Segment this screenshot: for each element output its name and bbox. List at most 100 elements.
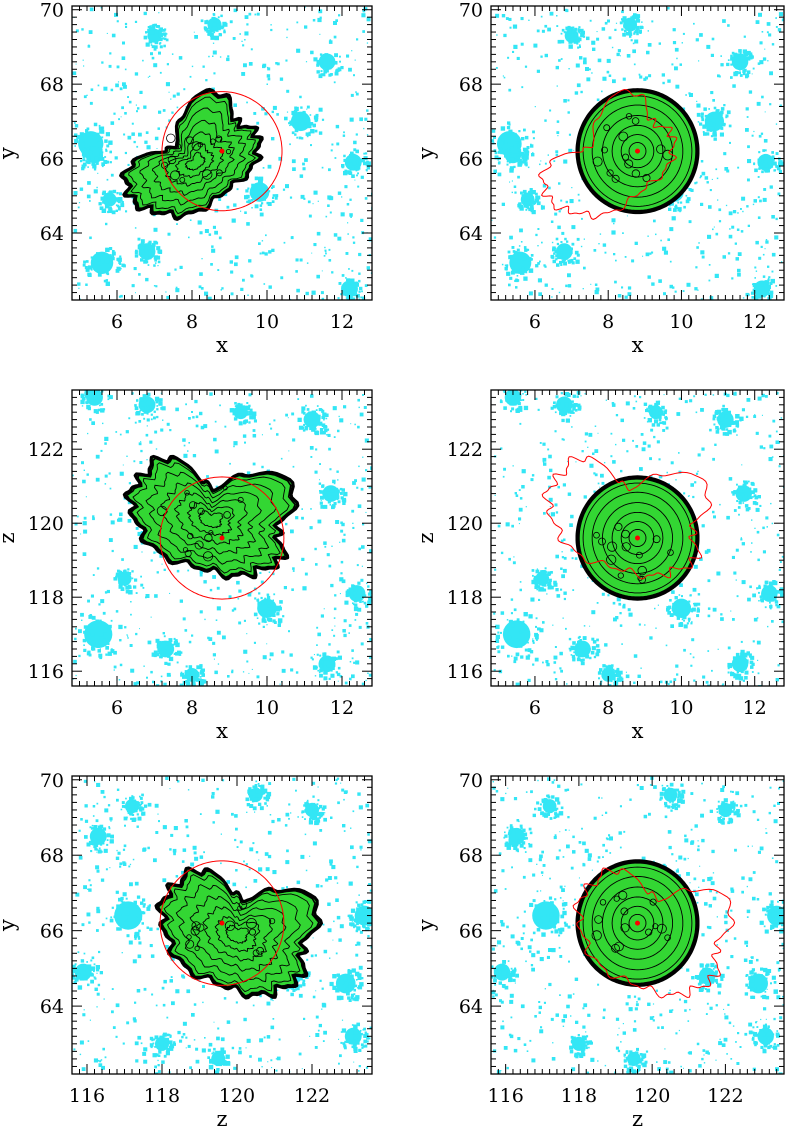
y-tick-label: 66	[459, 921, 483, 943]
density-contour	[611, 174, 620, 183]
y-tick-label: 70	[40, 0, 64, 22]
density-contour	[614, 522, 623, 532]
field-clump	[550, 392, 582, 423]
density-contour	[223, 511, 231, 519]
y-tick-label: 66	[40, 149, 64, 171]
density-contour	[621, 529, 630, 539]
x-tick-label: 12	[330, 697, 354, 719]
density-contour	[649, 898, 657, 906]
density-contour	[246, 918, 257, 929]
density-contour	[197, 507, 205, 515]
density-contour	[593, 531, 600, 539]
field-clump	[753, 149, 784, 174]
density-contour	[652, 923, 659, 930]
field-clump	[81, 141, 110, 171]
y-tick-label: 68	[459, 845, 483, 867]
density-contour	[638, 575, 646, 584]
density-contour	[621, 542, 631, 552]
density-contour	[582, 482, 693, 594]
density-contour	[222, 485, 228, 491]
density-contour	[628, 913, 647, 933]
y-axis-label: y	[0, 147, 19, 160]
field-clump	[550, 237, 580, 267]
y-tick-label: 116	[447, 661, 483, 683]
field-clump	[113, 568, 138, 595]
density-contour	[620, 134, 655, 169]
density-contour	[622, 153, 630, 161]
x-axis-label: x	[216, 333, 228, 357]
density-contour	[215, 169, 223, 177]
field-clump	[727, 649, 755, 681]
field-clump	[143, 23, 169, 51]
density-contour	[618, 890, 628, 900]
density-contour	[204, 533, 213, 543]
y-tick-label: 70	[459, 0, 483, 22]
field-clump	[313, 53, 344, 77]
field-clump	[105, 892, 151, 940]
density-contour	[152, 119, 235, 196]
density-contour	[189, 895, 287, 972]
density-contour	[601, 146, 608, 154]
comparison-outline	[161, 91, 283, 212]
y-tick-label: 64	[459, 996, 483, 1018]
y-axis-label: z	[0, 532, 19, 543]
density-contour	[201, 169, 213, 180]
x-tick-label: 12	[743, 697, 767, 719]
y-tick-label: 70	[459, 770, 483, 792]
field-clump	[491, 960, 519, 990]
density-contour	[166, 133, 176, 144]
density-contour	[256, 946, 265, 955]
field-clump	[245, 783, 272, 811]
y-axis-label: y	[414, 919, 438, 932]
x-tick-label: 122	[294, 1085, 330, 1107]
density-contour	[186, 501, 235, 537]
field-clump	[495, 612, 541, 661]
peak-marker	[635, 148, 640, 154]
x-axis-label: z	[216, 1107, 227, 1126]
field-clump	[207, 1047, 231, 1074]
field-clump	[344, 581, 372, 612]
field-clump	[340, 1022, 369, 1053]
field-clump	[120, 795, 148, 822]
x-tick-label: 10	[669, 697, 693, 719]
comparison-outline	[159, 476, 285, 600]
density-contour	[145, 471, 277, 565]
x-tick-label: 120	[219, 1085, 255, 1107]
y-tick-label: 122	[447, 439, 483, 461]
field-clump	[301, 799, 327, 826]
y-tick-label: 116	[28, 661, 64, 683]
y-tick-label: 64	[40, 223, 64, 245]
field-clump	[289, 105, 319, 140]
field-clump	[619, 13, 644, 38]
field-clump	[531, 567, 558, 592]
x-tick-label: 122	[707, 1085, 743, 1107]
x-tick-label: 12	[743, 311, 767, 333]
y-axis-label: y	[0, 919, 19, 932]
x-tick-label: 12	[330, 311, 354, 333]
density-contour	[606, 554, 617, 565]
density-contour	[578, 477, 697, 599]
field-clump	[151, 635, 183, 666]
density-contour	[645, 928, 653, 936]
peak-marker	[219, 920, 225, 926]
field-clump	[623, 1047, 648, 1074]
x-tick-label: 6	[529, 697, 541, 719]
field-clump	[229, 402, 257, 426]
density-contour	[184, 490, 190, 496]
field-clump	[751, 1023, 780, 1054]
density-contour	[591, 875, 684, 971]
density-contour	[631, 169, 641, 178]
field-speckles	[491, 7, 784, 300]
panel-3: 6 8 10 12 116 118 120 122 x z	[0, 389, 373, 743]
density-contour	[167, 155, 177, 165]
density-contour	[606, 541, 618, 552]
field-clump	[319, 479, 348, 510]
peak-marker	[219, 148, 225, 154]
field-clump	[645, 400, 668, 427]
x-tick-label: 6	[111, 311, 123, 333]
field-clump	[762, 899, 784, 934]
density-contour	[594, 915, 603, 924]
y-tick-label: 66	[40, 921, 64, 943]
